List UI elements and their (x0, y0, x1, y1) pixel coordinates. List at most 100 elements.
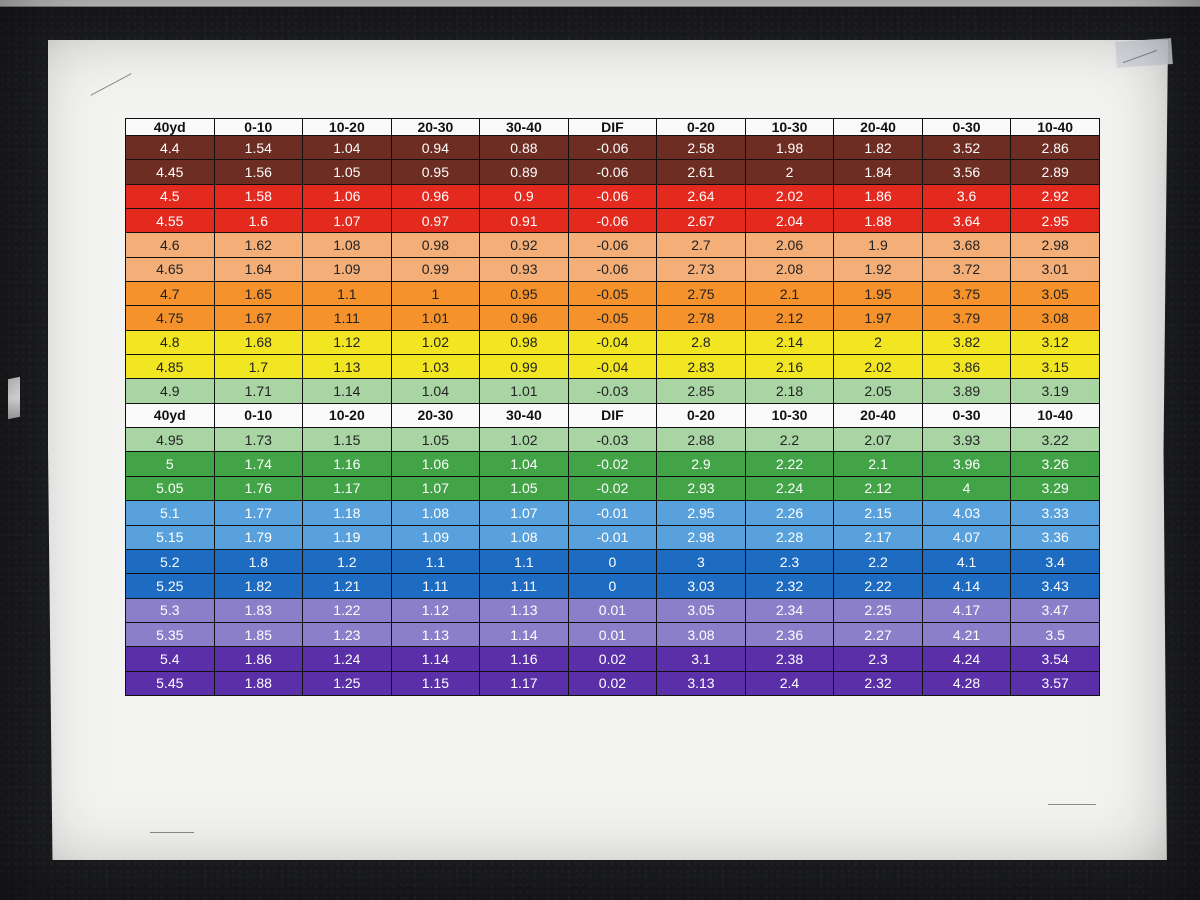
table-cell: 1.19 (302, 524, 392, 550)
table-cell: 1 (390, 281, 481, 307)
table-cell: 2.22 (744, 451, 835, 477)
table-cell: 2.28 (744, 524, 835, 550)
table-cell: 0.95 (479, 281, 569, 307)
table-cell: 2.95 (1010, 208, 1100, 234)
table-cell: 2.07 (833, 427, 923, 453)
table-cell: -0.01 (567, 500, 658, 526)
table-cell: 2.02 (833, 354, 923, 380)
table-cell: -0.03 (567, 378, 658, 404)
table-cell: 2.98 (1010, 232, 1100, 258)
split-time-table: 40yd 0-10 10-20 20-30 30-40 DIF 0-20 10-… (125, 118, 1100, 697)
table-cell: 2.32 (833, 670, 923, 697)
table-cell: 2.14 (744, 329, 835, 356)
table-cell: 3.86 (921, 354, 1012, 380)
table-cell: 1.03 (390, 354, 481, 380)
table-cell: 2.04 (744, 208, 835, 234)
table-cell: 2.36 (744, 621, 835, 648)
table-cell: 0.91 (479, 208, 569, 234)
table-cell: 1.1 (390, 548, 481, 575)
table-cell: 3.5 (1010, 621, 1100, 648)
table-cell: 0.93 (479, 256, 569, 283)
table-cell: 1.2 (302, 548, 392, 575)
table-cell: 3.1 (656, 646, 746, 672)
table-cell: 1.1 (302, 281, 392, 307)
table-cell: 1.79 (213, 524, 304, 550)
table-cell: 0.02 (567, 646, 658, 672)
table-cell: 5.2 (125, 548, 215, 575)
table-cell: 2.25 (833, 597, 923, 623)
table-cell: 1.21 (302, 573, 392, 599)
table-cell: 1.04 (479, 451, 569, 477)
table-cell: 1.24 (302, 646, 392, 672)
table-cell: 2.12 (744, 305, 835, 331)
table-cell: 2.4 (744, 670, 835, 697)
table-cell: 0.94 (390, 134, 481, 161)
header-cell: 30-40 (479, 402, 569, 429)
table-cell: 2.15 (833, 500, 923, 526)
table-cell: 4.85 (125, 354, 215, 380)
table-cell: 2.08 (744, 256, 835, 283)
table-cell: 3.08 (1010, 305, 1100, 331)
table-cell: 2.3 (744, 548, 835, 575)
table-row: 4.5 1.58 1.06 0.96 0.9 -0.06 2.64 2.02 1.86 3.6 2.… (125, 183, 1100, 210)
table-cell: 0.95 (390, 159, 481, 185)
table-cell: 1.23 (302, 621, 392, 648)
table-row: 5.45 1.88 1.25 1.15 1.17 0.02 3.13 2.4 2.32 4.28 3… (125, 670, 1100, 697)
table-cell: 0.01 (567, 597, 658, 623)
table-cell: 1.82 (833, 134, 923, 161)
table-cell: 2.1 (744, 281, 835, 307)
table-cell: 1.98 (744, 134, 835, 161)
table-cell: 3.26 (1010, 451, 1100, 477)
header-cell: 0-10 (213, 118, 304, 136)
table-cell: 2.05 (833, 378, 923, 404)
table-cell: 1.16 (302, 451, 392, 477)
table-cell: 2.02 (744, 183, 835, 210)
table-cell: 1.01 (390, 305, 481, 331)
table-cell: 5.3 (125, 597, 215, 623)
staple-mark (1048, 804, 1096, 805)
table-cell: 3.64 (921, 208, 1012, 234)
table-cell: 1.58 (213, 183, 304, 210)
table-cell: 3.82 (921, 329, 1012, 356)
table-cell: 0.02 (567, 670, 658, 697)
header-cell: 20-40 (833, 402, 923, 429)
table-row: 4.4 1.54 1.04 0.94 0.88 -0.06 2.58 1.98 1.82 3.52… (125, 134, 1100, 161)
table-cell: 1.88 (833, 208, 923, 234)
table-body: 4.4 1.54 1.04 0.94 0.88 -0.06 2.58 1.98 1.82 3.52… (125, 134, 1100, 697)
table-cell: 4.1 (921, 548, 1012, 575)
header-cell: 20-40 (833, 118, 923, 136)
header-cell: 40yd (125, 402, 215, 429)
table-cell: 2.86 (1010, 134, 1100, 161)
table-cell: 1.14 (302, 378, 392, 404)
header-cell: 10-40 (1010, 402, 1100, 429)
table-row: 4.95 1.73 1.15 1.05 1.02 -0.03 2.88 2.2 2.07 3.93… (125, 427, 1100, 453)
table-row: 4.45 1.56 1.05 0.95 0.89 -0.06 2.61 2 1.84 3.56 2.… (125, 159, 1100, 185)
table-cell: 4.95 (125, 427, 215, 453)
table-cell: 2.7 (656, 232, 746, 258)
table-cell: 5.25 (125, 573, 215, 599)
table-cell: 0.88 (479, 134, 569, 161)
table-cell: 2.18 (744, 378, 835, 404)
table-cell: 1.86 (833, 183, 923, 210)
table-cell: 0.98 (390, 232, 481, 258)
table-cell: 1.83 (213, 597, 304, 623)
table-cell: 1.06 (302, 183, 392, 210)
table-cell: 2.78 (656, 305, 746, 331)
table-cell: 1.71 (213, 378, 304, 404)
table-cell: 3 (656, 548, 746, 575)
table-cell: 1.74 (213, 451, 304, 477)
table-cell: 2.34 (744, 597, 835, 623)
table-cell: 1.65 (213, 281, 304, 307)
table-cell: 1.92 (833, 256, 923, 283)
table-cell: 1.1 (479, 548, 569, 575)
table-cell: 2.93 (656, 475, 746, 502)
table-cell: 1.9 (833, 232, 923, 258)
table-cell: 4.14 (921, 573, 1012, 599)
table-cell: 1.64 (213, 256, 304, 283)
header-cell: 10-40 (1010, 118, 1100, 136)
table-cell: 1.77 (213, 500, 304, 526)
table-cell: 4.55 (125, 208, 215, 234)
table-cell: 1.17 (302, 475, 392, 502)
table-cell: 2.22 (833, 573, 923, 599)
table-cell: 2.88 (656, 427, 746, 453)
